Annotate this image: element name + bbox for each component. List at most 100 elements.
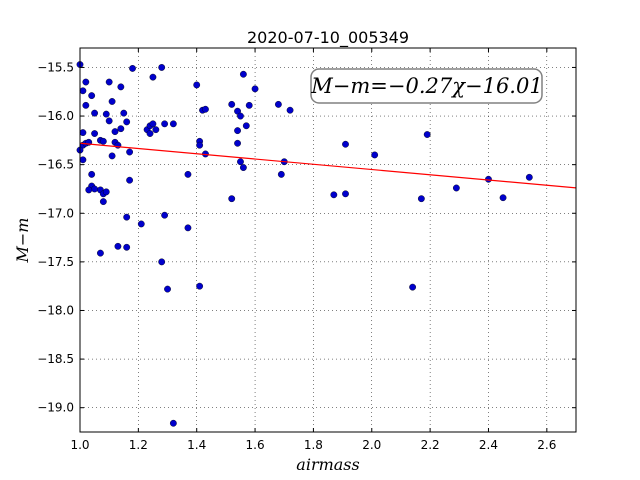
data-point	[237, 112, 244, 120]
data-point	[499, 194, 507, 202]
data-point	[286, 106, 294, 114]
data-point	[99, 137, 107, 145]
data-point	[161, 120, 169, 128]
data-point	[164, 285, 171, 293]
data-point	[79, 129, 87, 136]
fit-line-layer	[79, 142, 577, 189]
x-tick-label: 2.6	[537, 438, 556, 452]
data-point	[152, 126, 160, 134]
data-point	[234, 127, 241, 135]
x-tick-label: 2.0	[362, 438, 381, 452]
chart-title: 2020-07-10_005349	[247, 28, 409, 48]
data-point	[409, 283, 417, 291]
y-tick-label: −18.0	[37, 303, 74, 317]
data-point	[129, 65, 136, 72]
data-point	[228, 195, 236, 203]
data-point	[146, 130, 154, 137]
data-point	[342, 140, 349, 148]
data-point	[114, 242, 122, 250]
y-tick-label: −17.0	[37, 206, 74, 220]
data-point	[239, 70, 247, 78]
data-point	[102, 110, 110, 118]
data-point	[525, 173, 533, 181]
fit-line	[79, 142, 577, 189]
data-point	[149, 120, 157, 128]
data-point	[126, 176, 134, 184]
data-point	[105, 117, 113, 125]
data-point	[149, 73, 157, 81]
y-tick-label: −15.5	[37, 60, 74, 74]
x-tick-label: 1.6	[246, 438, 265, 452]
data-point	[123, 243, 131, 251]
x-tick-label: 1.8	[304, 438, 323, 452]
data-point	[274, 100, 282, 108]
x-tick-label: 2.2	[421, 438, 440, 452]
data-point	[245, 101, 253, 109]
data-point	[196, 282, 204, 290]
data-point	[228, 100, 236, 108]
x-tick-label: 1.0	[70, 438, 89, 452]
y-tick-label: −18.5	[37, 352, 74, 366]
data-point	[371, 151, 379, 159]
data-point	[88, 92, 96, 100]
plot-background	[80, 48, 576, 432]
data-point	[423, 131, 431, 138]
x-axis-label: airmass	[296, 455, 359, 474]
data-point	[169, 120, 177, 128]
x-tick-label: 2.4	[479, 438, 498, 452]
data-point	[158, 64, 166, 71]
data-point	[91, 185, 98, 193]
fit-equation: M−m=−0.27χ−16.01	[310, 74, 542, 98]
data-point	[137, 220, 145, 228]
data-point	[123, 118, 131, 126]
data-point	[237, 158, 244, 166]
data-point	[108, 152, 116, 160]
data-point	[99, 198, 107, 206]
annotation-box	[310, 68, 543, 104]
data-point	[417, 195, 425, 203]
data-point	[79, 87, 87, 95]
fit-annotation: M−m=−0.27χ−16.01	[310, 68, 543, 104]
data-point	[105, 78, 113, 86]
y-tick-label: −16.0	[37, 109, 74, 123]
data-point	[111, 128, 119, 136]
data-point	[202, 105, 209, 113]
data-point	[161, 211, 169, 219]
data-point	[330, 191, 338, 199]
data-point	[251, 85, 259, 93]
y-tick-label: −17.5	[37, 255, 74, 269]
axis-ticks: 1.0 1.2 1.4 1.6 1.8 2.0 2.2 2.4 2.6 −15.5 −16.0 −16…	[37, 48, 576, 452]
data-point	[82, 101, 90, 109]
data-point	[91, 130, 98, 137]
data-point	[82, 78, 90, 86]
data-point	[79, 156, 87, 164]
data-point	[342, 190, 349, 198]
data-point	[196, 141, 204, 149]
data-point	[184, 224, 192, 232]
x-tick-label: 1.2	[129, 438, 148, 452]
data-point	[184, 170, 192, 178]
y-tick-label: −19.0	[37, 401, 74, 415]
x-tick-label: 1.4	[187, 438, 206, 452]
data-point	[242, 122, 250, 130]
data-point	[85, 186, 93, 194]
data-point	[102, 188, 110, 196]
grid	[79, 48, 576, 432]
data-point	[193, 81, 201, 89]
data-point	[97, 249, 104, 257]
data-point	[239, 164, 247, 171]
data-point	[169, 419, 177, 427]
data-point	[120, 109, 128, 117]
data-point	[277, 170, 285, 178]
data-point	[108, 98, 116, 105]
data-point	[126, 148, 134, 156]
data-points	[76, 61, 533, 427]
plot-area: 1.0 1.2 1.4 1.6 1.8 2.0 2.2 2.4 2.6 −15.5 −16.0 −16…	[37, 47, 577, 452]
plot-frame	[79, 47, 577, 433]
data-point	[117, 83, 125, 91]
data-point	[117, 125, 125, 133]
data-point	[123, 213, 131, 221]
data-point	[91, 109, 98, 117]
data-point	[452, 184, 460, 192]
